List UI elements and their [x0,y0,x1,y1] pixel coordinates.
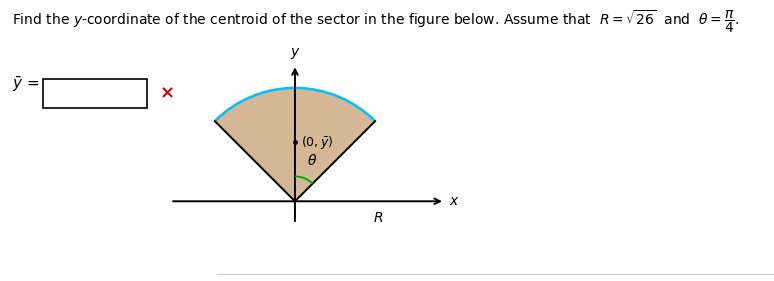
FancyBboxPatch shape [43,79,147,108]
Text: Find the $y$-coordinate of the centroid of the sector in the figure below. Assum: Find the $y$-coordinate of the centroid … [12,8,739,35]
Text: $(0, \bar{y})$: $(0, \bar{y})$ [300,134,333,151]
Text: $\mathbf{\times}$: $\mathbf{\times}$ [159,84,173,102]
Text: $\theta$: $\theta$ [307,153,317,168]
Text: $x$: $x$ [449,194,460,208]
Wedge shape [215,88,375,201]
Text: $R$: $R$ [373,212,384,225]
Text: $\bar{y}$ =: $\bar{y}$ = [12,75,39,94]
Text: $y$: $y$ [289,46,300,60]
